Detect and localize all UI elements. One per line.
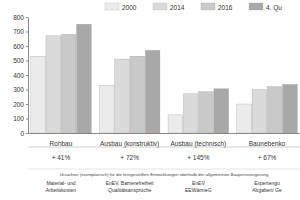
y-tick-mark (26, 90, 28, 91)
y-tick-label: 200 (13, 101, 24, 108)
y-axis: 0 100 200 300 400 500 600 700 800 (13, 14, 28, 137)
y-tick: 500 (13, 57, 28, 64)
bar (267, 87, 282, 133)
y-tick-label: 700 (13, 28, 24, 35)
chart: 0 100 200 300 400 500 600 700 800 Rohbau Ausbau (k… (0, 0, 300, 200)
y-tick-mark (26, 61, 28, 62)
legend-swatch (201, 3, 215, 10)
legend: 2000 2014 2016 4. Qu (105, 3, 282, 12)
cause-label: EnEV (192, 180, 205, 186)
y-axis-line (28, 18, 29, 134)
causes-title: Ursachen (exemplarisch) für die festgest… (60, 172, 269, 177)
y-tick: 300 (13, 86, 28, 93)
y-tick: 600 (13, 43, 28, 50)
legend-label: 2000 (122, 4, 137, 11)
x-tick-label: Ausbau (konstruktiv) (100, 140, 159, 148)
bar (115, 59, 130, 133)
legend-label: 2014 (170, 4, 185, 11)
legend-label: 2016 (218, 4, 233, 11)
y-tick-label: 300 (13, 86, 24, 93)
legend-swatch (249, 3, 263, 10)
cause-label: EEWärmeG (185, 187, 212, 193)
x-axis-line (29, 133, 300, 134)
x-tick: Ausbau (technisch) (171, 133, 227, 148)
y-tick-label: 800 (13, 14, 24, 21)
causes: Material- undArbeitskosten EnEV, Barriere… (46, 180, 282, 193)
cause-label: Arbeitskosten (46, 187, 77, 193)
legend-swatch (153, 3, 167, 10)
cause-label: Material- und (46, 180, 75, 186)
y-tick-label: 500 (13, 57, 24, 64)
y-tick-mark (26, 75, 28, 76)
change-label: + 145% (187, 154, 209, 161)
bar (214, 89, 229, 133)
y-tick-mark (26, 17, 28, 18)
cause-label: Expertengu (254, 180, 280, 186)
changes: + 41% + 72% + 145% + 67% (52, 154, 277, 161)
y-tick-mark (26, 46, 28, 47)
bar (145, 50, 160, 133)
y-tick-label: 400 (13, 72, 24, 79)
x-tick: Ausbau (konstruktiv) (100, 133, 159, 148)
y-tick: 100 (13, 115, 28, 122)
plot: 0 100 200 300 400 500 600 700 800 Rohbau Ausbau (k… (13, 14, 300, 148)
y-tick: 400 (13, 72, 28, 79)
y-tick: 200 (13, 101, 28, 108)
change-label: + 67% (258, 154, 277, 161)
separator (28, 169, 300, 170)
bar (283, 84, 298, 133)
separator (28, 147, 300, 148)
y-tick-label: 0 (20, 130, 24, 137)
y-tick-mark (26, 133, 28, 134)
bar (168, 115, 183, 133)
y-tick-mark (26, 32, 28, 33)
legend-swatch (105, 3, 119, 10)
y-tick: 800 (13, 14, 28, 21)
bar (237, 104, 252, 133)
bar (252, 90, 267, 134)
x-tick-label: Rohbau (50, 140, 73, 147)
bar (99, 85, 114, 133)
bar (199, 92, 214, 133)
cause-label: Qualitätsansprüche (108, 187, 151, 193)
x-axis: Rohbau Ausbau (konstruktiv) Ausbau (techni… (29, 133, 300, 148)
y-tick-label: 100 (13, 115, 24, 122)
cause-label: EnEV, Barrierefreiheit (106, 180, 155, 186)
bars (31, 24, 298, 133)
x-tick: Rohbau (50, 133, 73, 147)
bar (31, 56, 46, 133)
bar (46, 36, 61, 133)
bar (183, 94, 198, 133)
x-tick: Baunebenko (249, 133, 286, 147)
bar (77, 24, 92, 133)
change-label: + 72% (120, 154, 139, 161)
y-tick: 0 (20, 130, 28, 137)
x-tick-label: Ausbau (technisch) (171, 140, 227, 148)
y-tick-mark (26, 104, 28, 105)
y-tick-label: 600 (13, 43, 24, 50)
legend-label: 4. Qu (266, 4, 282, 12)
x-tick-label: Baunebenko (249, 140, 286, 147)
y-tick: 700 (13, 28, 28, 35)
y-tick-mark (26, 119, 28, 120)
bar (61, 34, 76, 133)
bar (130, 56, 145, 133)
cause-label: Abgaben/ Ge (252, 187, 282, 193)
change-label: + 41% (52, 154, 71, 161)
